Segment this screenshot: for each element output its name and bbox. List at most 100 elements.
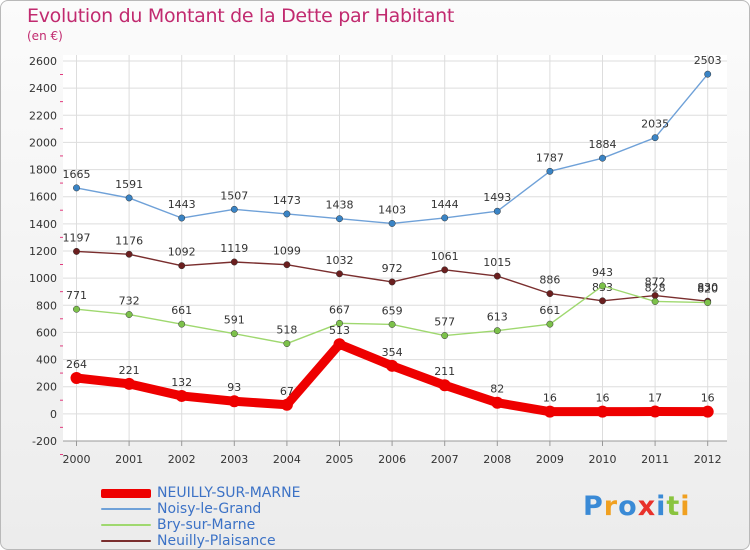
y-tick-label: 1800 [29,164,57,177]
data-label: 577 [434,316,455,329]
chart-legend: NEUILLY-SUR-MARNE Noisy-le-Grand Bry-sur-M… [101,485,300,549]
data-label: 943 [592,266,613,279]
data-point [701,405,714,418]
data-label: 132 [171,376,192,389]
data-label: 972 [382,262,403,275]
data-point [546,290,554,298]
legend-swatch [101,524,151,526]
data-point [649,405,662,418]
data-point [491,396,504,409]
data-label: 67 [280,385,294,398]
legend-swatch [101,508,151,510]
data-label: 830 [697,281,718,294]
data-label: 613 [487,311,508,324]
data-point [73,247,80,255]
logo-letter: r [603,491,619,522]
data-point [125,311,133,318]
y-tick-label: -200 [32,435,57,448]
legend-label: Noisy-le-Grand [157,501,262,517]
x-tick-label: 2002 [168,453,196,466]
data-point [388,220,396,227]
data-label: 221 [119,364,140,377]
data-point [283,340,291,348]
data-point [493,207,501,215]
logo-letter: i [656,491,667,522]
data-point [230,205,238,213]
data-label: 591 [224,314,245,327]
data-label: 872 [645,276,666,289]
data-point [599,154,606,162]
data-label: 1032 [326,254,354,267]
data-label: 820 [697,283,718,296]
data-label: 661 [171,304,192,317]
data-point [336,319,343,327]
data-point [493,272,501,280]
data-label: 1197 [63,231,91,244]
legend-item: NEUILLY-SUR-MARNE [101,485,300,501]
data-point [651,298,659,305]
data-point [230,258,238,266]
data-label: 1787 [536,151,564,164]
legend-item: Noisy-le-Grand [101,501,300,517]
data-label: 518 [276,324,297,337]
data-point [228,395,241,408]
data-label: 93 [227,381,241,394]
data-label: 1099 [273,245,301,258]
data-label: 1444 [431,198,459,211]
data-point [283,261,291,269]
data-label: 354 [382,346,403,359]
data-point [73,184,80,192]
logo-letter: i [680,491,691,522]
x-tick-label: 2000 [63,453,91,466]
data-label: 828 [645,281,666,294]
chart-subtitle: (en €) [27,29,63,43]
data-label: 1092 [168,246,196,259]
data-point [125,194,133,202]
data-label: 16 [701,392,715,405]
data-label: 2503 [694,54,722,67]
data-label: 1176 [115,234,143,247]
x-tick-label: 2005 [326,453,354,466]
data-point [178,320,186,328]
x-tick-label: 2012 [694,453,722,466]
data-point [70,372,83,385]
data-point [336,270,343,278]
data-point [280,398,293,411]
data-point [438,379,451,392]
data-point [283,210,291,218]
data-label: 1473 [273,194,301,207]
data-point [178,262,186,270]
legend-item: Bry-sur-Marne [101,517,300,533]
data-label: 16 [596,392,610,405]
y-tick-label: 800 [36,299,57,312]
y-tick-label: 1600 [29,191,57,204]
data-point [599,297,606,305]
data-label: 1493 [483,191,511,204]
data-label: 659 [382,304,403,317]
data-point [388,278,396,286]
data-point [596,405,609,418]
chart-title: Evolution du Montant de la Dette par Hab… [27,5,455,27]
data-label: 667 [329,303,350,316]
y-tick-label: 200 [36,381,57,394]
data-label: 1443 [168,198,196,211]
x-tick-label: 2010 [589,453,617,466]
y-tick-label: 2000 [29,136,57,149]
data-label: 732 [119,295,140,308]
y-tick-label: 1200 [29,245,57,258]
legend-swatch [101,488,151,498]
data-label: 264 [66,358,87,371]
data-point [651,134,659,142]
data-point [125,250,133,258]
plot-area [63,55,727,441]
y-tick-label: 600 [36,326,57,339]
data-point [546,167,554,175]
x-tick-label: 2007 [431,453,459,466]
y-tick-label: 2400 [29,82,57,95]
data-point [704,70,712,78]
data-label: 17 [648,392,662,405]
data-point [704,299,712,307]
data-point [73,305,80,313]
